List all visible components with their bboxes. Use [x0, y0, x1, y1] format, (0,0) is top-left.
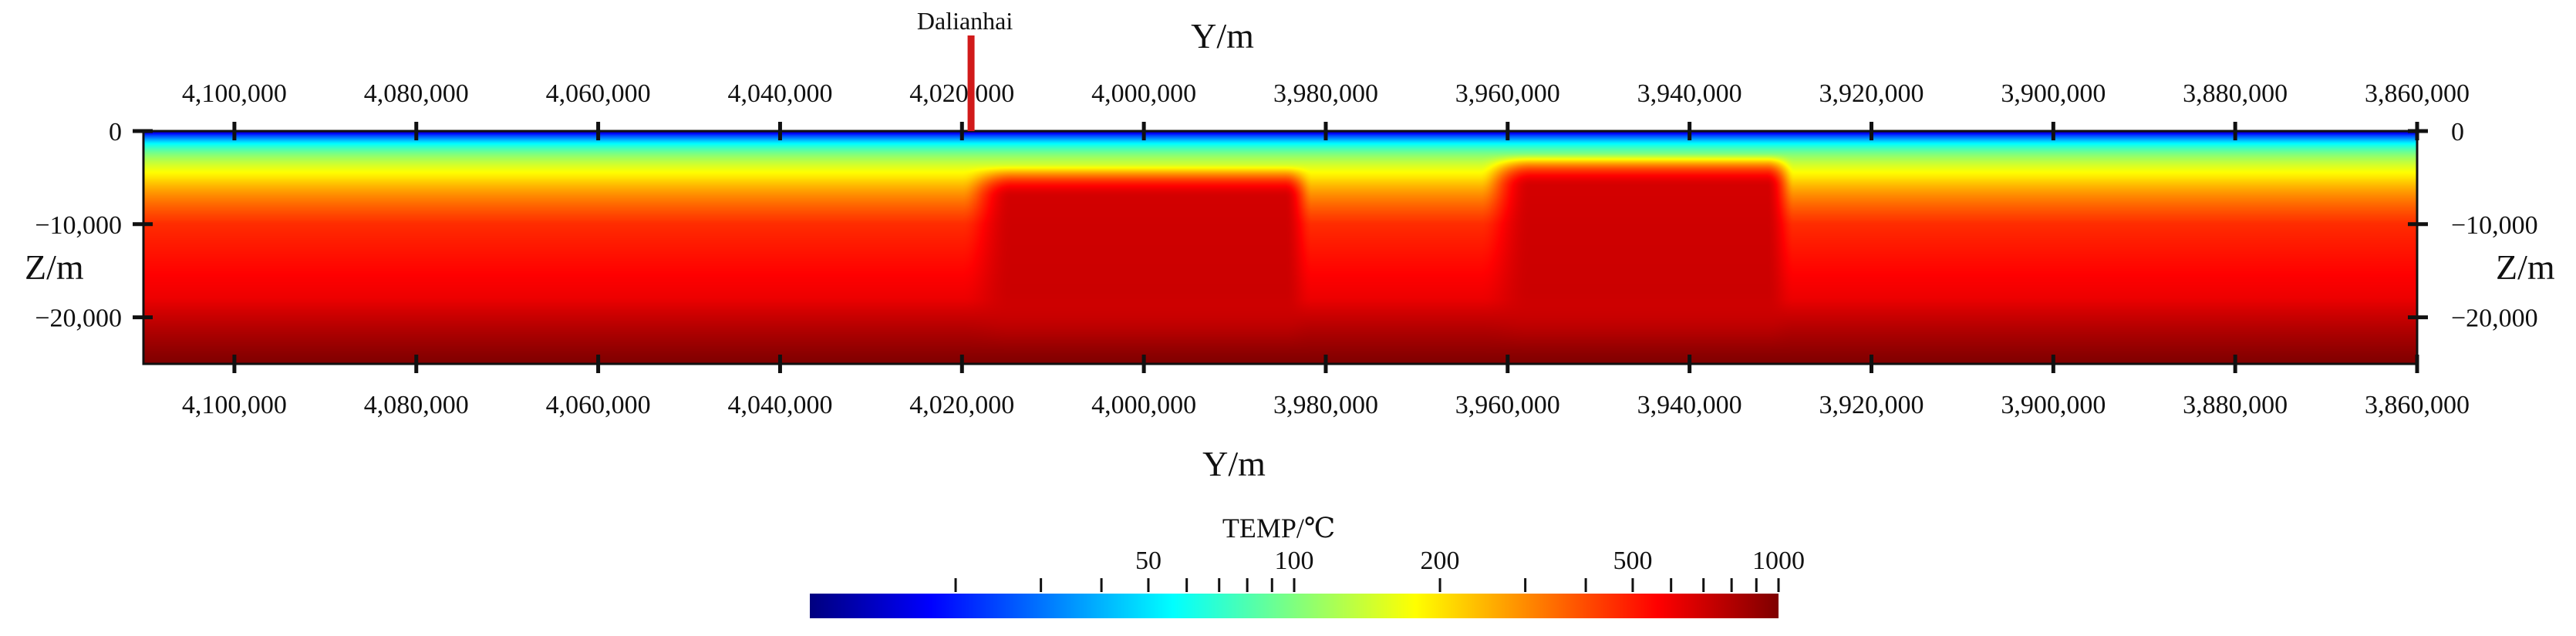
colorbar-tick-label: 500	[1613, 547, 1652, 575]
x-tick-label-top: 4,040,000	[727, 79, 832, 108]
colorbar: TEMP/℃ 50 100 200 500 1000	[810, 513, 1805, 618]
x-tick-label-top: 3,880,000	[2183, 79, 2288, 108]
well-marker: Dalianhai	[917, 7, 1013, 131]
temperature-heatmap	[143, 131, 2417, 364]
y-axis-right: 0 −10,000 −20,000	[2408, 118, 2538, 333]
colorbar-gradient	[810, 594, 1779, 618]
y-tick-label-right: −10,000	[2451, 211, 2538, 240]
x-tick-label-top: 3,940,000	[1637, 79, 1742, 108]
x-axis-title-bottom: Y/m	[1202, 444, 1266, 483]
x-tick-label-top: 3,900,000	[2001, 79, 2106, 108]
x-tick-label-bottom: 3,960,000	[1455, 391, 1560, 419]
x-tick-label-top: 4,100,000	[182, 79, 287, 108]
x-axis-title-top: Y/m	[1191, 16, 1254, 56]
x-tick-label-bottom: 3,940,000	[1637, 391, 1742, 419]
colorbar-tick-label: 200	[1421, 547, 1460, 575]
heatmap-raster	[143, 131, 2417, 364]
x-tick-label-top: 4,080,000	[364, 79, 469, 108]
colorbar-tick-label: 50	[1135, 547, 1162, 575]
x-tick-label-bottom: 3,980,000	[1273, 391, 1378, 419]
x-tick-label-bottom: 3,880,000	[2183, 391, 2288, 419]
x-tick-label-top: 3,980,000	[1273, 79, 1378, 108]
x-tick-label-bottom: 3,920,000	[1819, 391, 1924, 419]
x-tick-label-top: 3,960,000	[1455, 79, 1560, 108]
x-axis-bottom: 4,100,000 4,080,000 4,060,000 4,040,000 4,02…	[182, 355, 2470, 419]
y-axis-title-left: Z/m	[25, 247, 84, 287]
x-tick-label-bottom: 4,040,000	[727, 391, 832, 419]
colorbar-ticks: 50 100 200 500 1000	[954, 547, 1805, 592]
x-tick-label-top: 4,060,000	[546, 79, 651, 108]
y-axis-title-right: Z/m	[2496, 247, 2555, 287]
x-tick-label-bottom: 4,020,000	[909, 391, 1014, 419]
y-tick-label-left: −20,000	[35, 305, 122, 333]
x-tick-label-bottom: 4,060,000	[546, 391, 651, 419]
section-frame	[142, 130, 2419, 365]
y-tick-label-right: 0	[2451, 118, 2464, 146]
well-label: Dalianhai	[917, 7, 1013, 35]
x-tick-label-bottom: 4,080,000	[364, 391, 469, 419]
y-tick-label-right: −20,000	[2451, 305, 2538, 333]
x-axis-top: 4,100,000 4,080,000 4,060,000 4,040,000 4,02…	[182, 79, 2470, 140]
x-tick-label-bottom: 3,900,000	[2001, 391, 2106, 419]
colorbar-tick-label: 1000	[1752, 547, 1805, 575]
colorbar-title: TEMP/℃	[1222, 513, 1335, 543]
x-tick-label-bottom: 4,100,000	[182, 391, 287, 419]
x-tick-label-top: 3,860,000	[2365, 79, 2470, 108]
x-tick-label-top: 4,020,000	[909, 79, 1014, 108]
x-tick-label-top: 4,000,000	[1091, 79, 1196, 108]
y-tick-label-left: 0	[109, 118, 122, 146]
colorbar-tick-label: 100	[1275, 547, 1314, 575]
x-tick-label-bottom: 3,860,000	[2365, 391, 2470, 419]
x-tick-label-bottom: 4,000,000	[1091, 391, 1196, 419]
y-axis-left: 0 −10,000 −20,000	[35, 118, 153, 333]
y-tick-label-left: −10,000	[35, 211, 122, 240]
x-tick-label-top: 3,920,000	[1819, 79, 1924, 108]
